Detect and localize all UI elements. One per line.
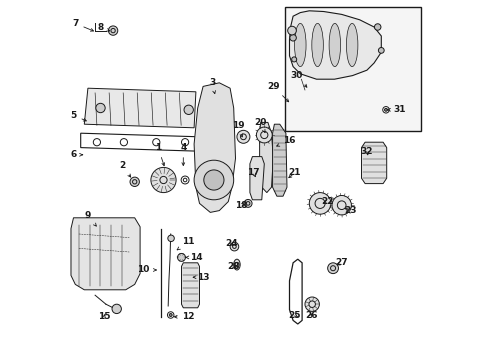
- Polygon shape: [81, 133, 199, 151]
- Polygon shape: [84, 88, 196, 128]
- Text: 30: 30: [290, 71, 306, 87]
- Text: 1: 1: [155, 143, 164, 166]
- Text: 21: 21: [288, 168, 301, 178]
- Polygon shape: [259, 122, 273, 193]
- Circle shape: [167, 235, 174, 242]
- Text: 13: 13: [193, 273, 209, 282]
- Circle shape: [96, 103, 105, 113]
- Circle shape: [203, 170, 224, 190]
- Text: 2: 2: [119, 161, 130, 177]
- Circle shape: [331, 195, 351, 215]
- Bar: [284, 7, 420, 131]
- Text: 32: 32: [360, 147, 372, 156]
- Circle shape: [384, 108, 386, 111]
- Circle shape: [287, 26, 296, 35]
- Polygon shape: [249, 157, 264, 200]
- Polygon shape: [361, 142, 386, 184]
- Circle shape: [309, 193, 330, 214]
- Text: 15: 15: [98, 312, 110, 321]
- Text: 25: 25: [288, 310, 301, 320]
- Text: 27: 27: [335, 258, 347, 267]
- Circle shape: [120, 139, 127, 146]
- Text: 29: 29: [266, 82, 288, 102]
- Text: 19: 19: [232, 122, 244, 137]
- Ellipse shape: [233, 259, 240, 270]
- Polygon shape: [194, 83, 235, 212]
- Text: 16: 16: [276, 136, 295, 146]
- Text: 11: 11: [177, 237, 195, 250]
- Circle shape: [181, 176, 189, 184]
- Circle shape: [256, 127, 272, 143]
- Circle shape: [244, 199, 251, 207]
- Text: 12: 12: [174, 312, 195, 321]
- Circle shape: [167, 312, 174, 318]
- Text: 7: 7: [72, 19, 93, 31]
- Text: 24: 24: [224, 239, 237, 248]
- Circle shape: [194, 160, 233, 200]
- Ellipse shape: [311, 23, 323, 67]
- Circle shape: [112, 304, 121, 314]
- Circle shape: [130, 177, 139, 186]
- Text: 26: 26: [304, 310, 317, 320]
- Text: 18: 18: [234, 201, 246, 210]
- Circle shape: [327, 263, 338, 274]
- Text: 22: 22: [321, 197, 333, 206]
- Text: 3: 3: [208, 78, 215, 94]
- Circle shape: [108, 26, 118, 35]
- Ellipse shape: [328, 23, 340, 67]
- Circle shape: [181, 139, 188, 146]
- Text: 28: 28: [227, 262, 240, 271]
- Circle shape: [237, 130, 249, 143]
- Text: 31: 31: [386, 105, 405, 114]
- Text: 20: 20: [253, 118, 265, 132]
- Text: 5: 5: [70, 111, 86, 121]
- Polygon shape: [289, 11, 381, 79]
- Polygon shape: [71, 218, 140, 290]
- Circle shape: [151, 167, 176, 193]
- Text: 4: 4: [180, 143, 186, 166]
- Circle shape: [177, 253, 185, 261]
- Text: 23: 23: [344, 206, 356, 215]
- Ellipse shape: [294, 23, 305, 67]
- Circle shape: [183, 105, 193, 114]
- Text: 9: 9: [84, 211, 96, 226]
- Text: 17: 17: [246, 168, 259, 177]
- Polygon shape: [181, 263, 199, 308]
- Circle shape: [291, 57, 296, 62]
- Text: 8: 8: [97, 22, 109, 31]
- Circle shape: [152, 139, 160, 146]
- Text: 14: 14: [185, 253, 202, 262]
- Circle shape: [378, 48, 384, 53]
- Polygon shape: [272, 124, 286, 196]
- Text: 6: 6: [70, 150, 82, 159]
- Text: 10: 10: [137, 266, 156, 274]
- Circle shape: [93, 139, 101, 146]
- Circle shape: [230, 242, 238, 251]
- Circle shape: [169, 314, 172, 316]
- Circle shape: [374, 24, 380, 30]
- Circle shape: [289, 35, 296, 41]
- Circle shape: [382, 107, 388, 113]
- Ellipse shape: [346, 23, 357, 67]
- Circle shape: [305, 297, 319, 311]
